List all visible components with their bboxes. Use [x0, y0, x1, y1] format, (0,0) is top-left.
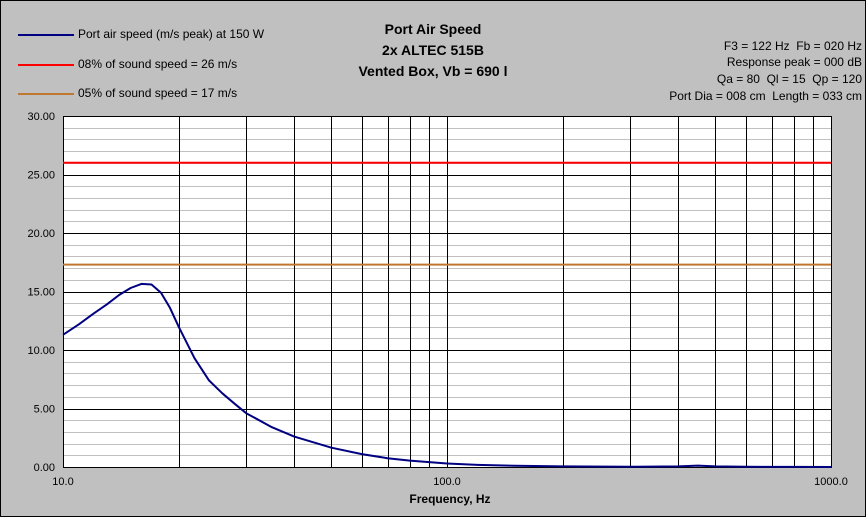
legend-label: 08% of sound speed = 26 m/s	[78, 57, 238, 71]
legend-item-port-speed: Port air speed (m/s peak) at 150 W	[18, 27, 264, 41]
chart-title-line-1: Port Air Speed	[384, 21, 482, 37]
legend-swatch	[18, 92, 74, 95]
param-port-dims: Port Dia = 008 cm Length = 033 cm	[669, 89, 862, 103]
chart-title-line-3: Vented Box, Vb = 690 l	[358, 63, 508, 79]
legend-label: Port air speed (m/s peak) at 150 W	[78, 27, 265, 41]
param-response-peak: Response peak = 000 dB	[726, 55, 862, 69]
legend-swatch	[18, 33, 74, 36]
plot-border	[63, 116, 832, 468]
legend-label: 05% of sound speed = 17 m/s	[78, 86, 238, 100]
param-f3-fb: F3 = 122 Hz Fb = 020 Hz	[723, 39, 862, 53]
x-axis-label: Frequency, Hz	[409, 492, 491, 506]
x-tick-label: 100.0	[433, 476, 461, 488]
legend-swatch	[18, 63, 74, 66]
y-tick-label: 10.00	[27, 345, 55, 357]
y-tick-label: 15.00	[27, 287, 55, 299]
y-tick-label: 25.00	[27, 170, 55, 182]
y-tick-label: 20.00	[27, 228, 55, 240]
chart-title-line-2: 2x ALTEC 515B	[382, 42, 484, 58]
legend-item-17ms: 05% of sound speed = 17 m/s	[18, 86, 237, 100]
x-tick-label: 10.0	[52, 476, 73, 488]
y-tick-label: 30.00	[27, 111, 55, 123]
y-tick-label: 5.00	[34, 404, 55, 416]
port-air-speed-line	[62, 282, 832, 468]
x-tick-label: 1000.0	[814, 476, 848, 488]
y-tick-label: 0.00	[34, 462, 55, 474]
legend-item-26ms: 08% of sound speed = 26 m/s	[18, 57, 237, 71]
param-q-values: Qa = 80 Ql = 15 Qp = 120	[716, 72, 862, 86]
